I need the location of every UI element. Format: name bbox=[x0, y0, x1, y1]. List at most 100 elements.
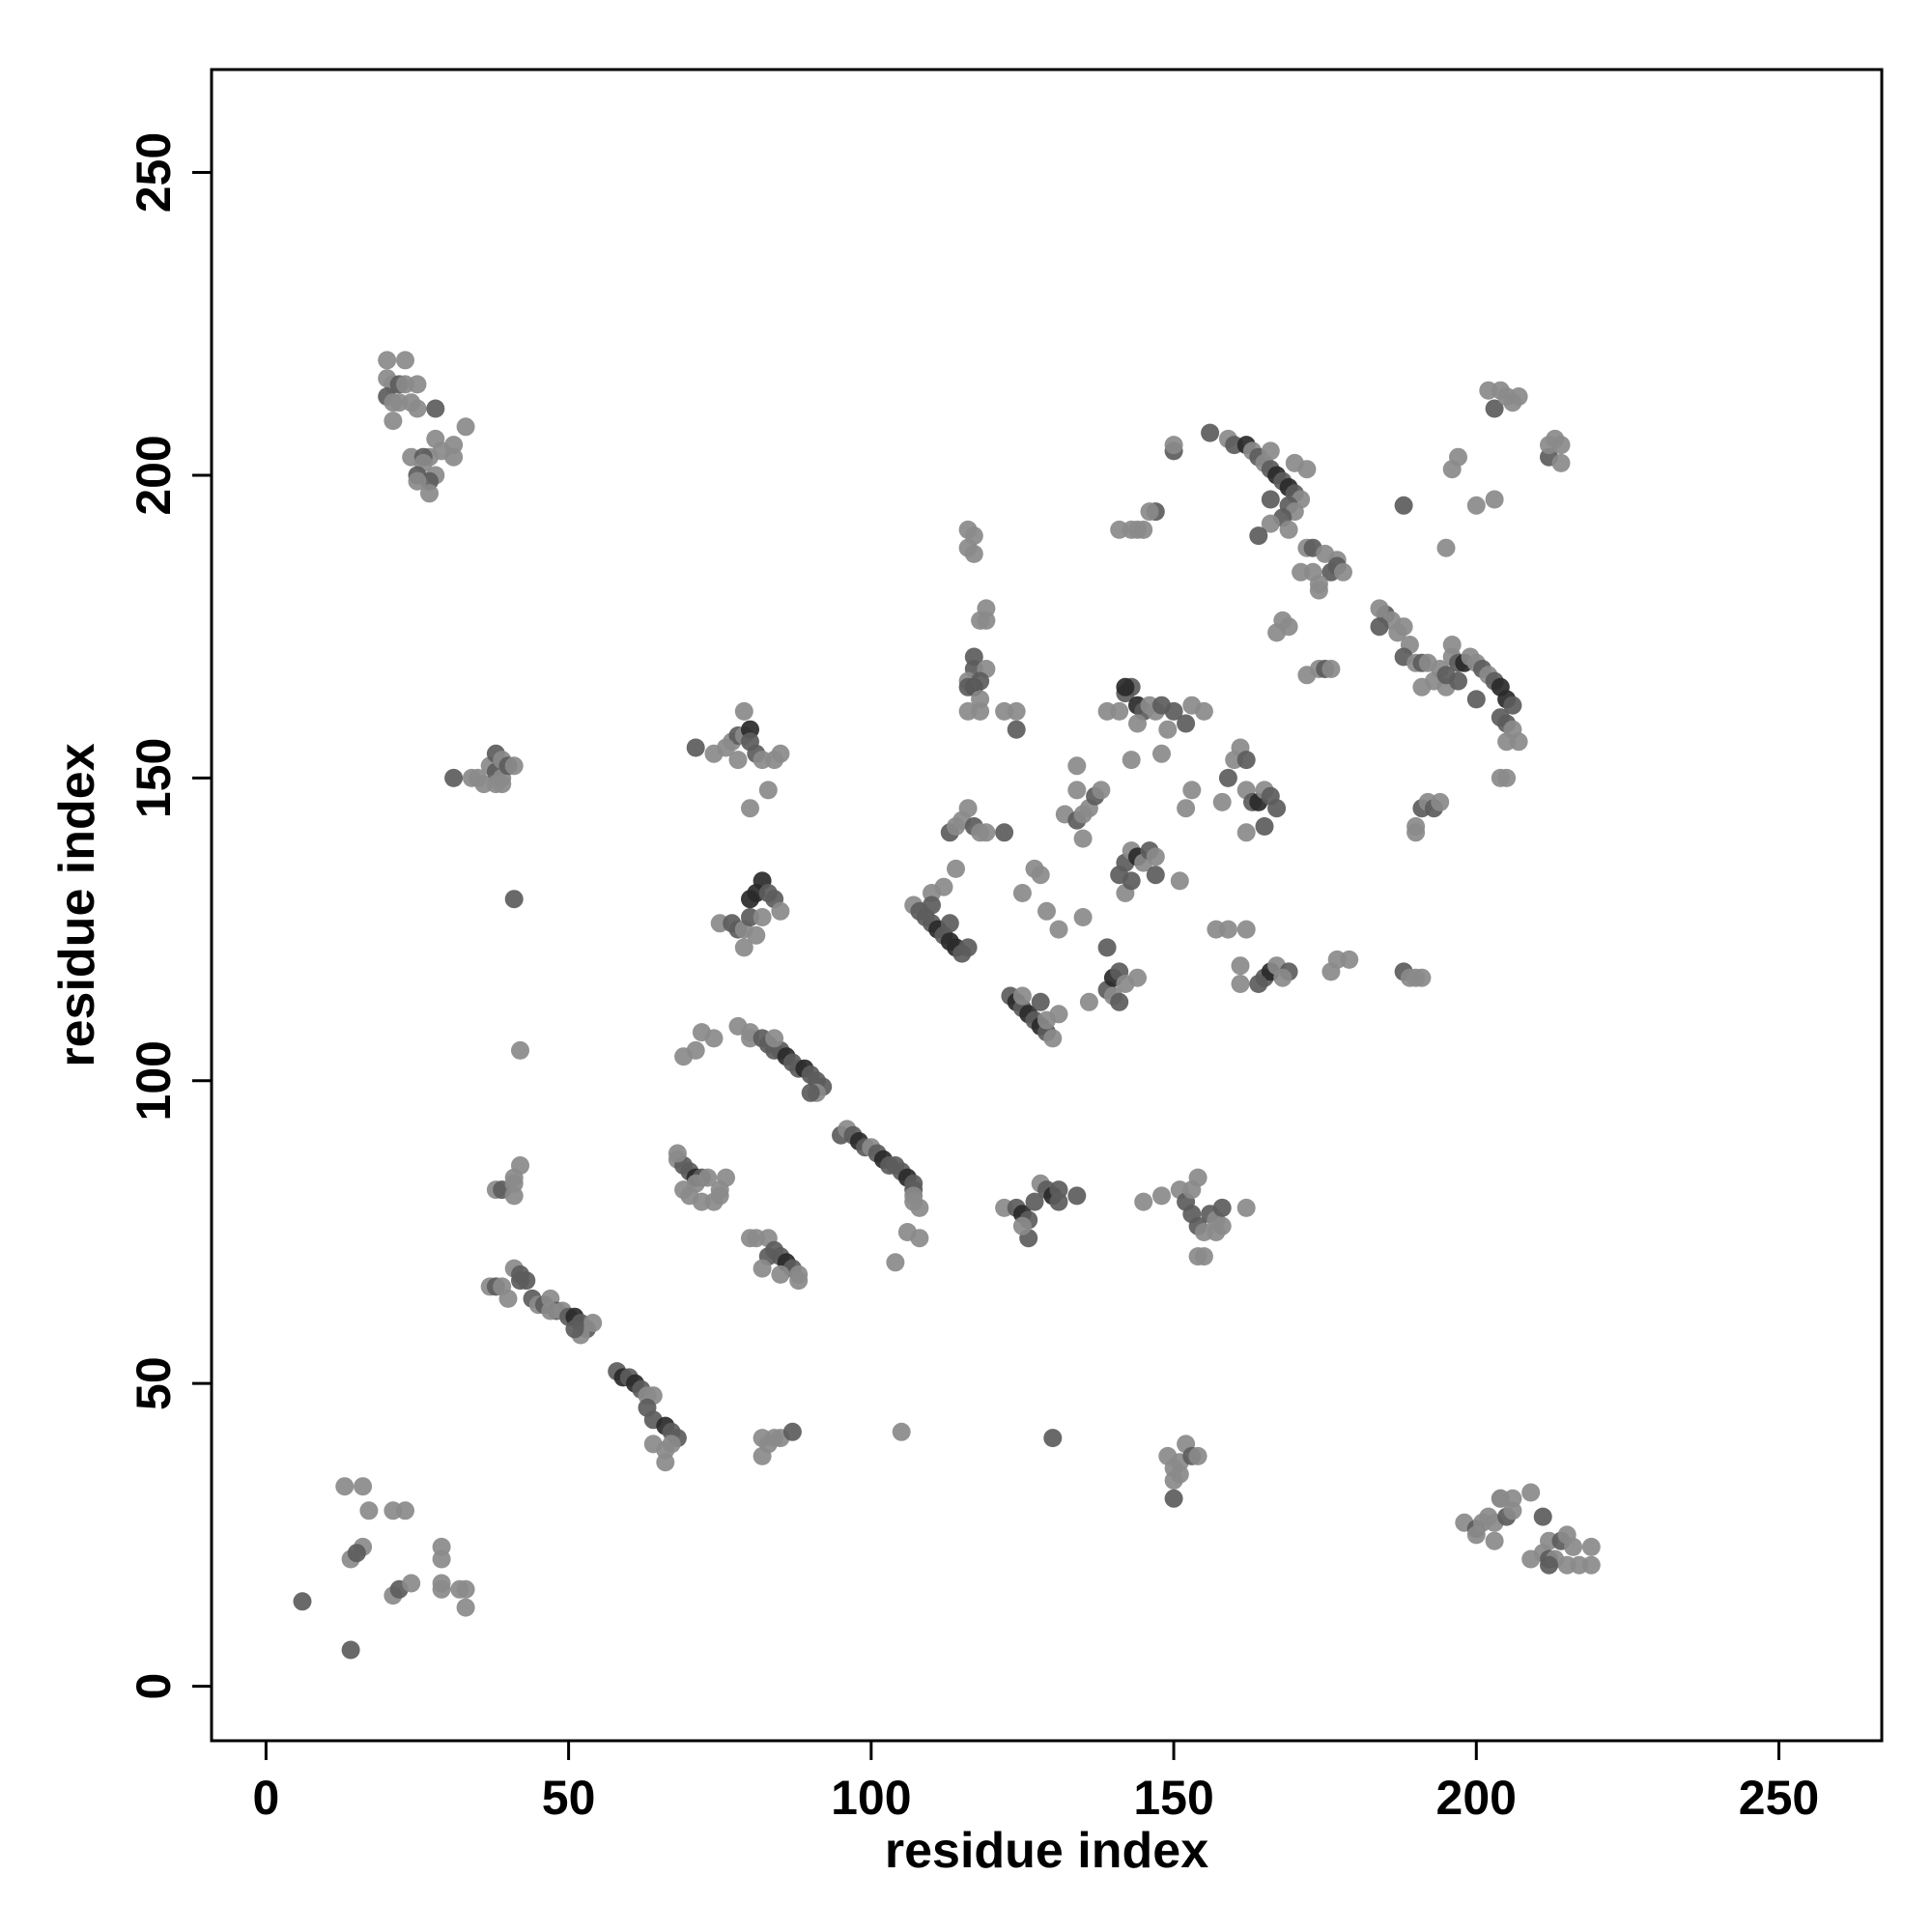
data-point bbox=[1031, 992, 1050, 1011]
data-point bbox=[354, 1477, 373, 1496]
data-point bbox=[1201, 423, 1220, 442]
data-point bbox=[1540, 436, 1558, 455]
data-point bbox=[1540, 1555, 1558, 1575]
data-point bbox=[758, 781, 778, 800]
data-point bbox=[493, 775, 512, 794]
data-point bbox=[686, 1040, 705, 1060]
data-point bbox=[1067, 781, 1087, 800]
data-point bbox=[1497, 768, 1517, 787]
data-point bbox=[1581, 1555, 1601, 1575]
data-point bbox=[1164, 436, 1183, 455]
data-point bbox=[1049, 920, 1068, 939]
data-point bbox=[1140, 502, 1159, 522]
y-tick-label: 150 bbox=[127, 738, 181, 818]
data-point bbox=[1188, 1168, 1208, 1187]
data-point bbox=[1128, 968, 1147, 987]
data-point bbox=[420, 484, 439, 503]
data-point bbox=[1134, 1192, 1153, 1211]
data-point bbox=[1249, 526, 1268, 546]
data-point bbox=[1466, 690, 1486, 709]
data-point bbox=[1267, 623, 1287, 642]
data-point bbox=[1236, 1198, 1256, 1217]
data-point bbox=[765, 1029, 784, 1048]
data-point bbox=[1442, 636, 1462, 654]
x-tick-label: 50 bbox=[542, 1771, 596, 1825]
data-point bbox=[668, 1144, 687, 1163]
data-point bbox=[1146, 866, 1165, 885]
x-axis-label: residue index bbox=[885, 1823, 1208, 1879]
data-point bbox=[565, 1320, 584, 1339]
data-point bbox=[456, 417, 475, 437]
data-point bbox=[947, 859, 965, 878]
data-point bbox=[734, 701, 753, 721]
data-point bbox=[977, 823, 996, 842]
data-point bbox=[1164, 1489, 1183, 1508]
data-point bbox=[396, 351, 414, 370]
data-point bbox=[686, 738, 705, 757]
data-point bbox=[1194, 1247, 1213, 1266]
data-point bbox=[1231, 956, 1250, 976]
data-point bbox=[1049, 1005, 1068, 1024]
data-point bbox=[1261, 441, 1280, 461]
data-point bbox=[1079, 992, 1098, 1011]
data-point bbox=[958, 938, 978, 957]
data-point bbox=[1436, 666, 1456, 685]
data-point bbox=[1309, 581, 1328, 600]
data-point bbox=[971, 701, 990, 721]
data-point bbox=[1497, 732, 1517, 752]
data-point bbox=[444, 447, 464, 467]
data-point bbox=[1249, 975, 1268, 993]
y-tick-label: 250 bbox=[127, 132, 181, 213]
data-point bbox=[1466, 496, 1486, 515]
data-point bbox=[1207, 1223, 1226, 1241]
data-point bbox=[402, 1574, 421, 1593]
data-point bbox=[1012, 884, 1032, 902]
data-point bbox=[1170, 871, 1189, 891]
data-point bbox=[1152, 744, 1171, 763]
y-tick-label: 200 bbox=[127, 435, 181, 515]
data-point bbox=[910, 1229, 929, 1248]
data-point bbox=[1122, 871, 1141, 891]
data-point bbox=[1012, 1216, 1032, 1236]
data-point bbox=[1485, 1531, 1504, 1550]
data-point bbox=[1007, 701, 1026, 721]
data-point bbox=[1412, 677, 1432, 696]
data-point bbox=[1273, 968, 1293, 987]
data-point bbox=[498, 1289, 518, 1308]
data-point bbox=[1236, 751, 1256, 770]
data-point bbox=[995, 823, 1014, 842]
y-tick-label: 50 bbox=[127, 1356, 181, 1410]
data-point bbox=[1097, 938, 1117, 957]
data-point bbox=[1170, 1464, 1189, 1484]
data-point bbox=[583, 1314, 603, 1332]
data-point bbox=[1431, 792, 1450, 811]
data-point bbox=[1128, 714, 1147, 733]
y-axis-label: residue index bbox=[49, 743, 105, 1066]
points-layer bbox=[293, 351, 1601, 1660]
data-point bbox=[1236, 823, 1256, 842]
data-point bbox=[1292, 562, 1311, 582]
data-point bbox=[728, 751, 748, 770]
data-point bbox=[1521, 1549, 1541, 1569]
data-point bbox=[1182, 781, 1202, 800]
data-point bbox=[1067, 1186, 1087, 1206]
data-point bbox=[1067, 756, 1087, 776]
data-point bbox=[1152, 1186, 1171, 1206]
data-point bbox=[396, 1501, 414, 1520]
data-point bbox=[1557, 1555, 1577, 1575]
data-point bbox=[1007, 720, 1026, 739]
data-point bbox=[923, 895, 941, 915]
x-tick-label: 100 bbox=[831, 1771, 911, 1825]
data-point bbox=[335, 1477, 355, 1496]
data-point bbox=[886, 1253, 905, 1272]
data-point bbox=[1551, 453, 1571, 472]
data-point bbox=[1406, 823, 1426, 842]
x-tick-label: 0 bbox=[252, 1771, 279, 1825]
data-point bbox=[1436, 538, 1456, 557]
x-axis: 0 50 100 150 200 250 bbox=[252, 1741, 1819, 1825]
data-point bbox=[940, 914, 959, 933]
data-point bbox=[910, 1198, 929, 1217]
y-axis: 0 50 100 150 200 250 bbox=[127, 132, 212, 1699]
data-point bbox=[717, 738, 735, 757]
